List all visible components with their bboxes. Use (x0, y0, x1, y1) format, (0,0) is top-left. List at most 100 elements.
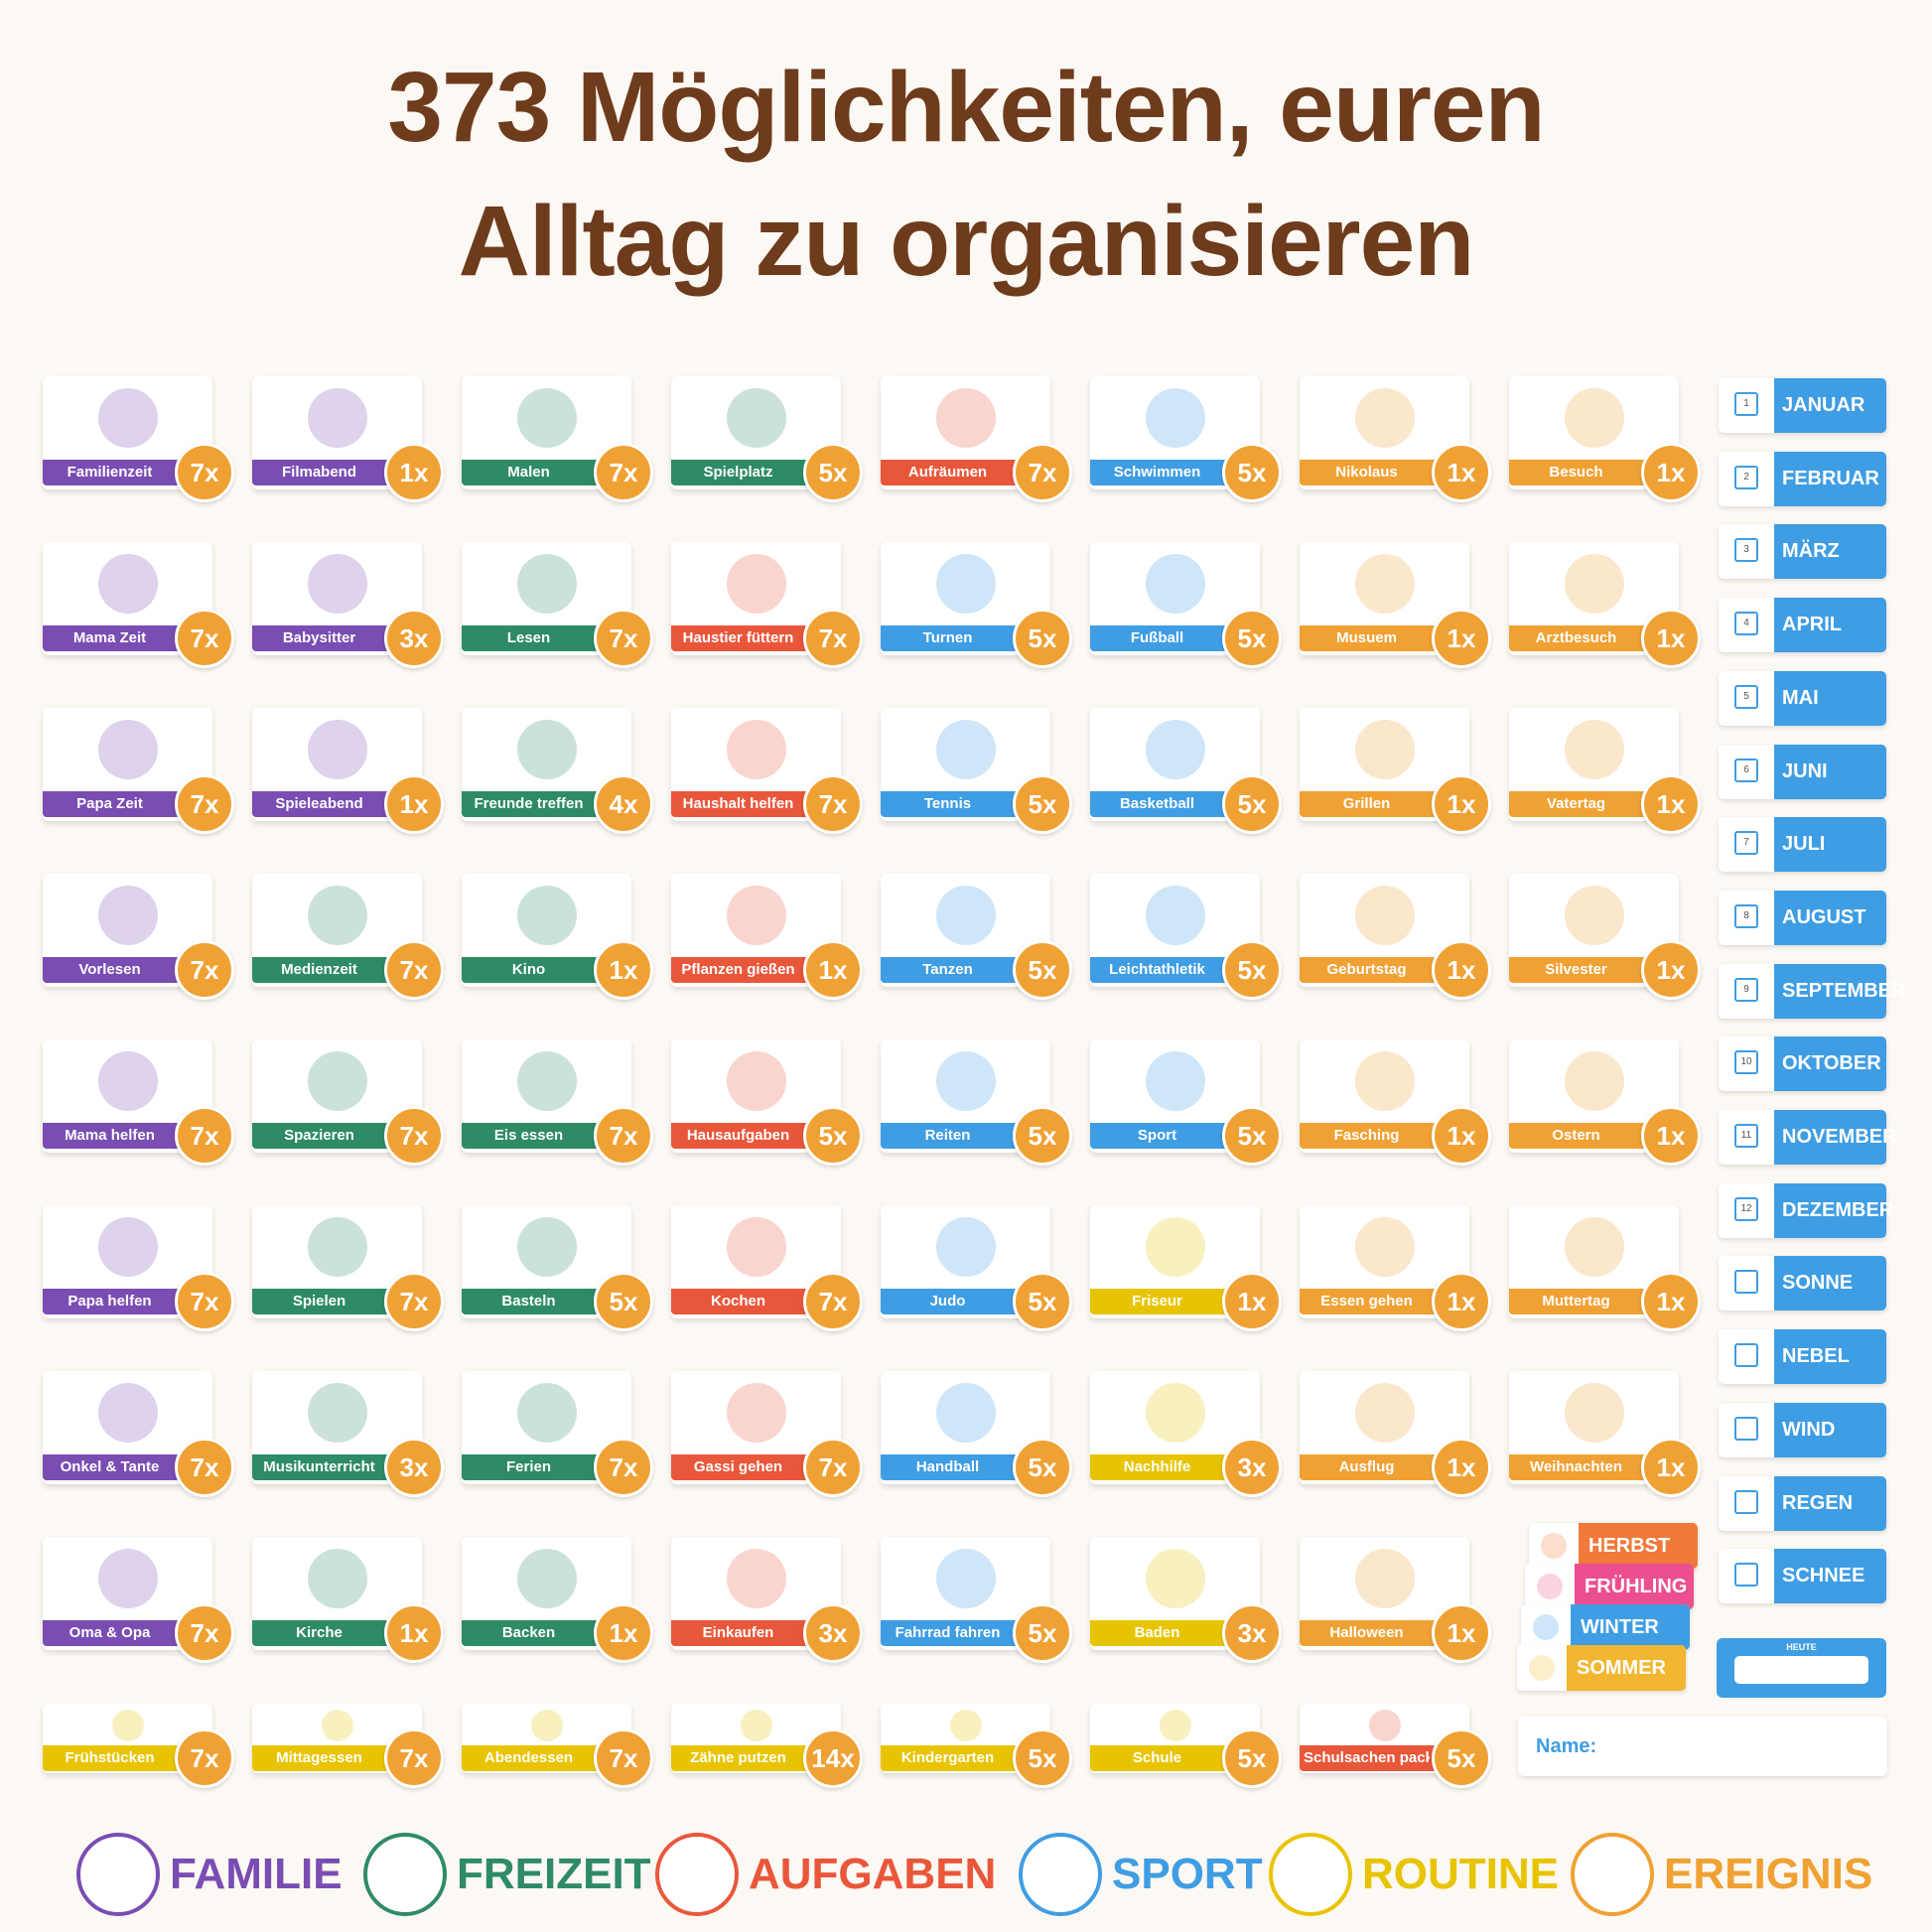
count-badge: 5x (803, 1106, 863, 1166)
legend-label: EREIGNIS (1664, 1850, 1873, 1898)
activity-card: Onkel & Tante 7x (43, 1371, 234, 1497)
activity-card: Zähne putzen 14x (671, 1704, 863, 1788)
card-label: Haustier füttern (682, 629, 794, 646)
count-badge: 1x (1222, 1272, 1282, 1331)
card-label: Kochen (710, 1293, 765, 1310)
activity-card: Ostern 1x (1509, 1039, 1701, 1166)
card-label: Freunde treffen (474, 795, 584, 812)
tag-color: OKTOBER (1774, 1036, 1886, 1092)
legend-icon (655, 1833, 739, 1916)
card-label: Basteln (501, 1293, 556, 1310)
count-badge: 7x (594, 609, 653, 668)
card-label: Fußball (1130, 629, 1184, 646)
season-color: FRÜHLING (1575, 1564, 1694, 1609)
season-icon (1529, 1655, 1555, 1681)
card-label: Lesen (506, 629, 551, 646)
count-badge: 1x (1641, 443, 1701, 502)
activity-card: Malen 7x (462, 376, 653, 502)
card-label: Medienzeit (281, 961, 357, 978)
count-badge: 7x (384, 1272, 444, 1331)
icon (516, 1051, 577, 1111)
season-icon (1541, 1533, 1567, 1559)
icon (97, 388, 158, 448)
legend-icon (363, 1833, 447, 1916)
count-badge: 1x (1432, 774, 1491, 834)
tag-color: NOVEMBER (1774, 1110, 1897, 1165)
title: 373 Möglichkeiten, euren (387, 52, 1545, 163)
tag-color: FEBRUAR (1774, 451, 1886, 506)
icon (1354, 720, 1415, 779)
count-badge: 4x (594, 774, 653, 834)
icon (1145, 1051, 1205, 1111)
card-label: Sport (1137, 1127, 1177, 1144)
card-label: Onkel & Tante (60, 1458, 160, 1475)
tag: APRIL 4 (1719, 598, 1886, 653)
icon (516, 720, 577, 779)
icon (935, 1383, 996, 1443)
season-label: HERBST (1588, 1535, 1671, 1557)
activity-card: Eis essen 7x (462, 1039, 653, 1166)
card-label: Haushalt helfen (682, 795, 794, 812)
season-icon (1533, 1614, 1559, 1640)
activity-card: Weihnachten 1x (1509, 1371, 1701, 1497)
card-label: Kino (511, 961, 546, 978)
tag-label: MÄRZ (1782, 540, 1840, 563)
tag-color: NEBEL (1774, 1329, 1886, 1385)
activity-card: Frühstücken 7x (43, 1704, 234, 1788)
tag-icon: 12 (1734, 1196, 1758, 1221)
activity-card: Spazieren 7x (252, 1039, 444, 1166)
card-label: Frühstücken (65, 1749, 155, 1766)
card-label: Filmabend (281, 464, 356, 481)
count-badge: 7x (594, 1438, 653, 1497)
legend-icon (76, 1833, 160, 1916)
tag: FEBRUAR 2 (1719, 451, 1886, 506)
tag-color: SONNE (1774, 1256, 1886, 1311)
season-tag: WINTER (1521, 1604, 1690, 1650)
card-label: Abendessen (483, 1749, 574, 1766)
count-badge: 7x (175, 1272, 234, 1331)
count-badge: 1x (1641, 609, 1701, 668)
count-badge: 7x (803, 1272, 863, 1331)
tag: DEZEMBER 12 (1719, 1182, 1893, 1238)
tag-color: JULI (1774, 817, 1886, 873)
season-tag: HERBST (1529, 1523, 1698, 1569)
count-badge: 7x (803, 774, 863, 834)
count-badge: 7x (1013, 443, 1072, 502)
tag-label: APRIL (1782, 614, 1842, 636)
activity-card: Musuem 1x (1300, 542, 1491, 668)
count-badge: 3x (384, 609, 444, 668)
today-card: HEUTE (1717, 1638, 1886, 1698)
icon (935, 388, 996, 448)
icon (516, 1549, 577, 1608)
tag-icon (1734, 1270, 1758, 1295)
card-label: Musuem (1336, 629, 1397, 646)
tag-color: MÄRZ (1774, 524, 1886, 580)
tag: NOVEMBER 11 (1719, 1110, 1897, 1165)
tag: NEBEL (1719, 1329, 1886, 1385)
icon (935, 886, 996, 945)
card-label: Grillen (1342, 795, 1391, 812)
activity-card: Handball 5x (881, 1371, 1072, 1497)
tag-label: OKTOBER (1782, 1052, 1881, 1075)
tag-color: APRIL (1774, 598, 1886, 653)
tag-icon: 8 (1734, 903, 1758, 928)
activity-card: Papa Zeit 7x (43, 708, 234, 834)
card-label: Basketball (1119, 795, 1195, 812)
tag-icon: 11 (1734, 1124, 1758, 1148)
card-label: Nikolaus (1335, 464, 1398, 481)
count-badge: 5x (1222, 609, 1282, 668)
activity-card: Ausflug 1x (1300, 1371, 1491, 1497)
count-badge: 7x (594, 1106, 653, 1166)
icon (516, 1217, 577, 1277)
card-label: Gassi gehen (693, 1458, 783, 1475)
card-label: Leichtathletik (1109, 961, 1205, 978)
tag-icon (1734, 1343, 1758, 1368)
icon (97, 554, 158, 614)
activity-card: Mama helfen 7x (43, 1039, 234, 1166)
activity-card: Arztbesuch 1x (1509, 542, 1701, 668)
tag: SCHNEE (1719, 1549, 1886, 1604)
icon (1564, 886, 1624, 945)
icon (1354, 1217, 1415, 1277)
legend-icon (1571, 1833, 1654, 1916)
tag-label: NOVEMBER (1782, 1126, 1897, 1148)
